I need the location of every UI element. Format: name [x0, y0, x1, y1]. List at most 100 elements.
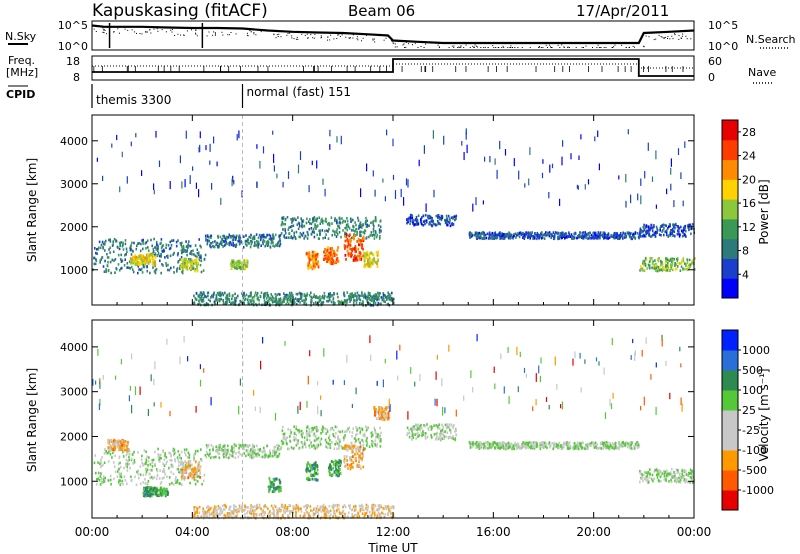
power-cell	[372, 301, 375, 305]
power-cell	[373, 224, 375, 228]
power-cell	[386, 294, 389, 298]
velocity-cell	[567, 442, 570, 445]
power-cell	[336, 221, 338, 225]
power-cell	[201, 298, 204, 302]
power-cell	[157, 249, 159, 253]
velocity-cell	[662, 469, 665, 473]
power-cell	[181, 270, 183, 274]
velocity-cell	[586, 444, 589, 448]
power-cell	[186, 248, 188, 252]
power-cell	[176, 267, 179, 270]
power-cell	[528, 235, 530, 238]
power-patch-cell	[311, 267, 314, 271]
power-cell	[140, 242, 142, 246]
power-cell	[322, 236, 324, 240]
velocity-cell	[210, 444, 213, 447]
nsearch-dot	[661, 36, 663, 38]
velocity-cell	[316, 428, 318, 431]
power-patch-cell	[148, 256, 150, 259]
power-cell	[439, 217, 442, 220]
power-sparse-cell	[630, 194, 632, 204]
power-cell	[666, 264, 668, 268]
velocity-cell	[491, 443, 493, 446]
power-cell	[219, 235, 222, 239]
velocity-cell	[280, 447, 282, 450]
power-cell	[503, 237, 505, 240]
power-patch-cell	[134, 257, 137, 261]
power-cell	[338, 301, 341, 304]
velocity-cell	[355, 439, 357, 443]
power-cell	[525, 231, 527, 234]
velocity-cell	[421, 427, 423, 430]
nsearch-dot	[170, 29, 172, 31]
power-cell	[651, 226, 653, 230]
velocity-cell	[494, 447, 496, 450]
velocity-cell	[688, 472, 690, 475]
power-cell	[260, 234, 263, 237]
power-cell	[649, 259, 652, 262]
power-cell	[244, 298, 247, 301]
velocity-cell	[279, 448, 281, 451]
velocity-cell	[257, 452, 259, 455]
power-cell	[254, 244, 256, 247]
velocity-cell	[435, 432, 438, 436]
velocity-cell	[692, 475, 695, 479]
power-patch-cell	[331, 252, 334, 256]
power-cell	[661, 263, 664, 266]
power-cell	[182, 248, 184, 252]
power-cell	[128, 260, 131, 263]
power-cell	[494, 233, 496, 236]
velocity-cell	[487, 447, 489, 450]
velocity-cell	[297, 439, 299, 442]
power-cell	[156, 254, 159, 257]
power-cell	[285, 302, 288, 306]
velocity-cell	[427, 428, 430, 432]
velocity-cell	[179, 482, 181, 485]
velocity-cell	[179, 456, 181, 459]
velocity-cell	[272, 507, 274, 510]
power-sparse-cell	[308, 185, 310, 193]
power-sparse-cell	[262, 146, 265, 154]
nsearch-dot	[320, 35, 322, 37]
power-cell	[431, 218, 433, 221]
velocity-cell	[422, 433, 424, 436]
power-cell	[597, 237, 599, 240]
power-cell	[557, 236, 559, 239]
power-cell	[349, 300, 351, 303]
velocity-cell	[452, 437, 455, 440]
power-sparse-cell	[126, 176, 128, 184]
velocity-cell	[425, 432, 428, 435]
power-cell	[553, 235, 555, 239]
power-cell	[674, 226, 676, 230]
power-patch-cell	[310, 258, 313, 261]
power-sparse-cell	[433, 189, 435, 198]
power-patch-cell	[237, 265, 239, 269]
velocity-cell	[676, 471, 679, 474]
power-cell	[98, 246, 100, 250]
power-patch-cell	[371, 262, 374, 266]
power-patch-cell	[350, 248, 353, 251]
power-cell	[282, 227, 284, 231]
power-sparse-cell	[463, 152, 465, 161]
power-cell	[671, 264, 673, 267]
power-cell	[250, 243, 253, 246]
velocity-cell	[222, 452, 225, 456]
power-cell	[322, 221, 324, 225]
power-patch-cell	[333, 251, 335, 255]
power-sparse-cell	[192, 166, 194, 171]
power-cell	[296, 223, 299, 226]
velocity-cell	[592, 442, 595, 445]
power-cell	[604, 236, 606, 239]
power-cell	[228, 243, 231, 247]
power-cell	[689, 263, 692, 267]
power-cell	[655, 230, 657, 234]
velocity-cell	[162, 462, 164, 465]
velocity-cell	[590, 441, 593, 445]
power-cell	[527, 234, 530, 237]
power-cell	[260, 236, 263, 240]
power-cell	[414, 218, 417, 221]
power-cell	[604, 234, 607, 237]
power-cell	[328, 295, 331, 299]
power-cell	[295, 230, 298, 234]
velocity-cell	[440, 429, 442, 433]
